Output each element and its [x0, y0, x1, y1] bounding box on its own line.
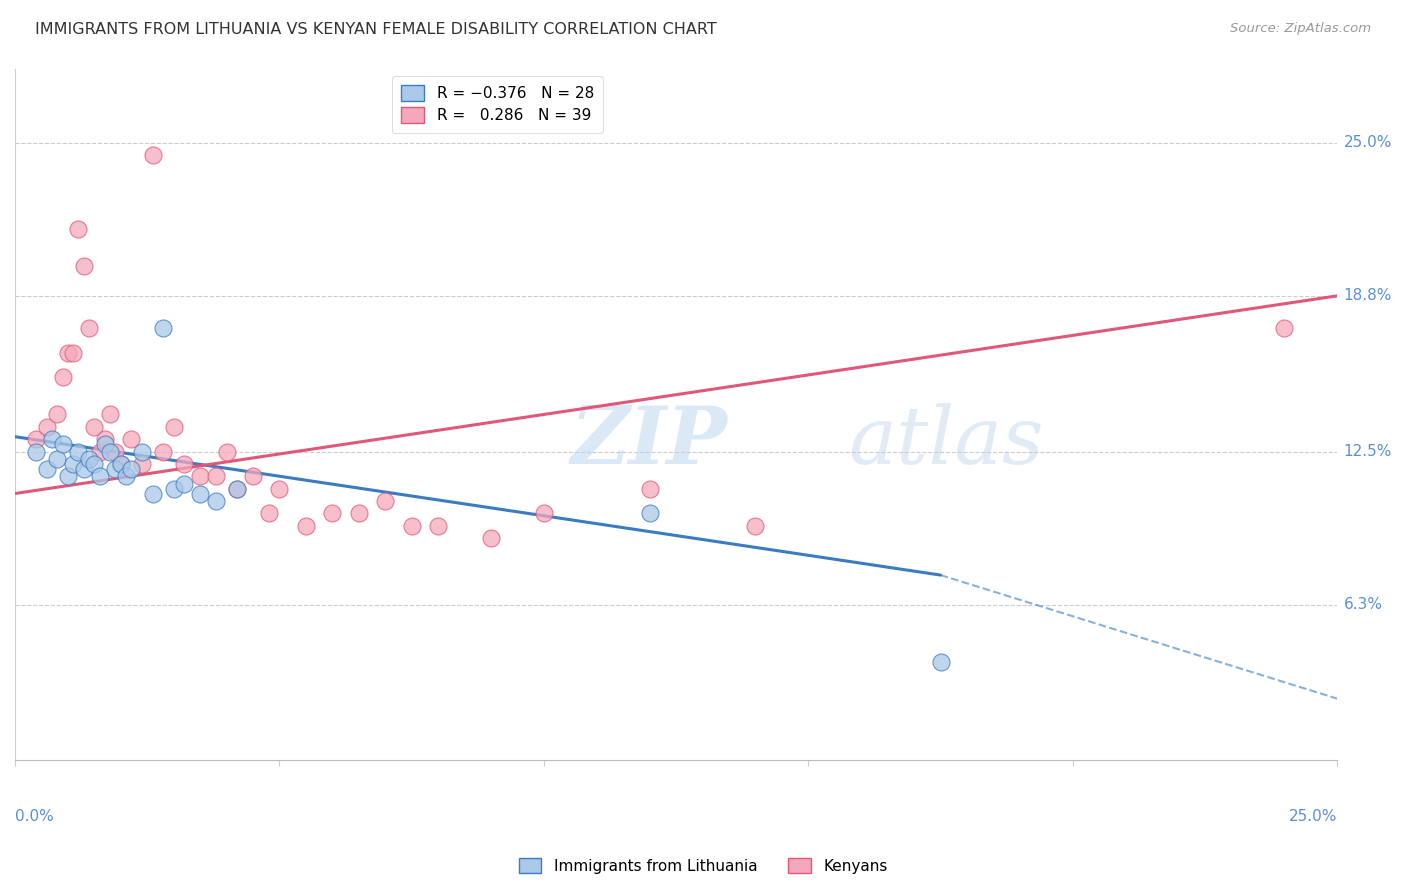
Point	[374, 494, 396, 508]
Point	[98, 408, 121, 422]
Point	[141, 486, 163, 500]
Point	[215, 444, 238, 458]
Text: 25.0%: 25.0%	[1344, 136, 1392, 150]
Point	[205, 469, 228, 483]
Legend: Immigrants from Lithuania, Kenyans: Immigrants from Lithuania, Kenyans	[512, 852, 894, 880]
Point	[52, 370, 75, 384]
Point	[929, 655, 952, 669]
Point	[638, 482, 661, 496]
Point	[120, 462, 142, 476]
Point	[321, 506, 343, 520]
Point	[226, 482, 249, 496]
Point	[173, 476, 195, 491]
Point	[77, 452, 100, 467]
Point	[347, 506, 370, 520]
Point	[67, 444, 90, 458]
Point	[295, 518, 318, 533]
Point	[110, 457, 132, 471]
Point	[269, 482, 291, 496]
Point	[35, 419, 58, 434]
Point	[401, 518, 423, 533]
Legend: R = −0.376   N = 28, R =   0.286   N = 39: R = −0.376 N = 28, R = 0.286 N = 39	[392, 76, 603, 133]
Point	[427, 518, 450, 533]
Text: 12.5%: 12.5%	[1344, 444, 1392, 459]
Point	[152, 321, 174, 335]
Point	[131, 444, 153, 458]
Point	[638, 506, 661, 520]
Text: atlas: atlas	[848, 403, 1043, 481]
Point	[744, 518, 766, 533]
Point	[205, 494, 228, 508]
Point	[257, 506, 280, 520]
Point	[1272, 321, 1295, 335]
Point	[41, 432, 63, 446]
Point	[104, 444, 127, 458]
Point	[94, 437, 117, 451]
Point	[62, 457, 84, 471]
Point	[141, 148, 163, 162]
Point	[62, 345, 84, 359]
Point	[226, 482, 249, 496]
Point	[242, 469, 264, 483]
Point	[25, 432, 48, 446]
Point	[35, 462, 58, 476]
Text: 25.0%: 25.0%	[1289, 809, 1337, 824]
Point	[83, 419, 105, 434]
Point	[163, 482, 186, 496]
Text: 18.8%: 18.8%	[1344, 288, 1392, 303]
Point	[52, 437, 75, 451]
Point	[98, 444, 121, 458]
Point	[115, 469, 138, 483]
Point	[94, 432, 117, 446]
Text: IMMIGRANTS FROM LITHUANIA VS KENYAN FEMALE DISABILITY CORRELATION CHART: IMMIGRANTS FROM LITHUANIA VS KENYAN FEMA…	[35, 22, 717, 37]
Point	[73, 259, 96, 273]
Point	[46, 452, 69, 467]
Point	[131, 457, 153, 471]
Point	[479, 531, 502, 545]
Text: Source: ZipAtlas.com: Source: ZipAtlas.com	[1230, 22, 1371, 36]
Point	[533, 506, 555, 520]
Point	[120, 432, 142, 446]
Point	[56, 469, 79, 483]
Point	[67, 222, 90, 236]
Point	[152, 444, 174, 458]
Text: 0.0%: 0.0%	[15, 809, 53, 824]
Point	[46, 408, 69, 422]
Point	[163, 419, 186, 434]
Point	[77, 321, 100, 335]
Point	[173, 457, 195, 471]
Point	[89, 444, 111, 458]
Text: 6.3%: 6.3%	[1344, 598, 1382, 612]
Point	[25, 444, 48, 458]
Point	[83, 457, 105, 471]
Point	[110, 457, 132, 471]
Point	[188, 469, 211, 483]
Point	[89, 469, 111, 483]
Point	[104, 462, 127, 476]
Point	[188, 486, 211, 500]
Text: ZIP: ZIP	[571, 403, 727, 481]
Point	[73, 462, 96, 476]
Point	[56, 345, 79, 359]
